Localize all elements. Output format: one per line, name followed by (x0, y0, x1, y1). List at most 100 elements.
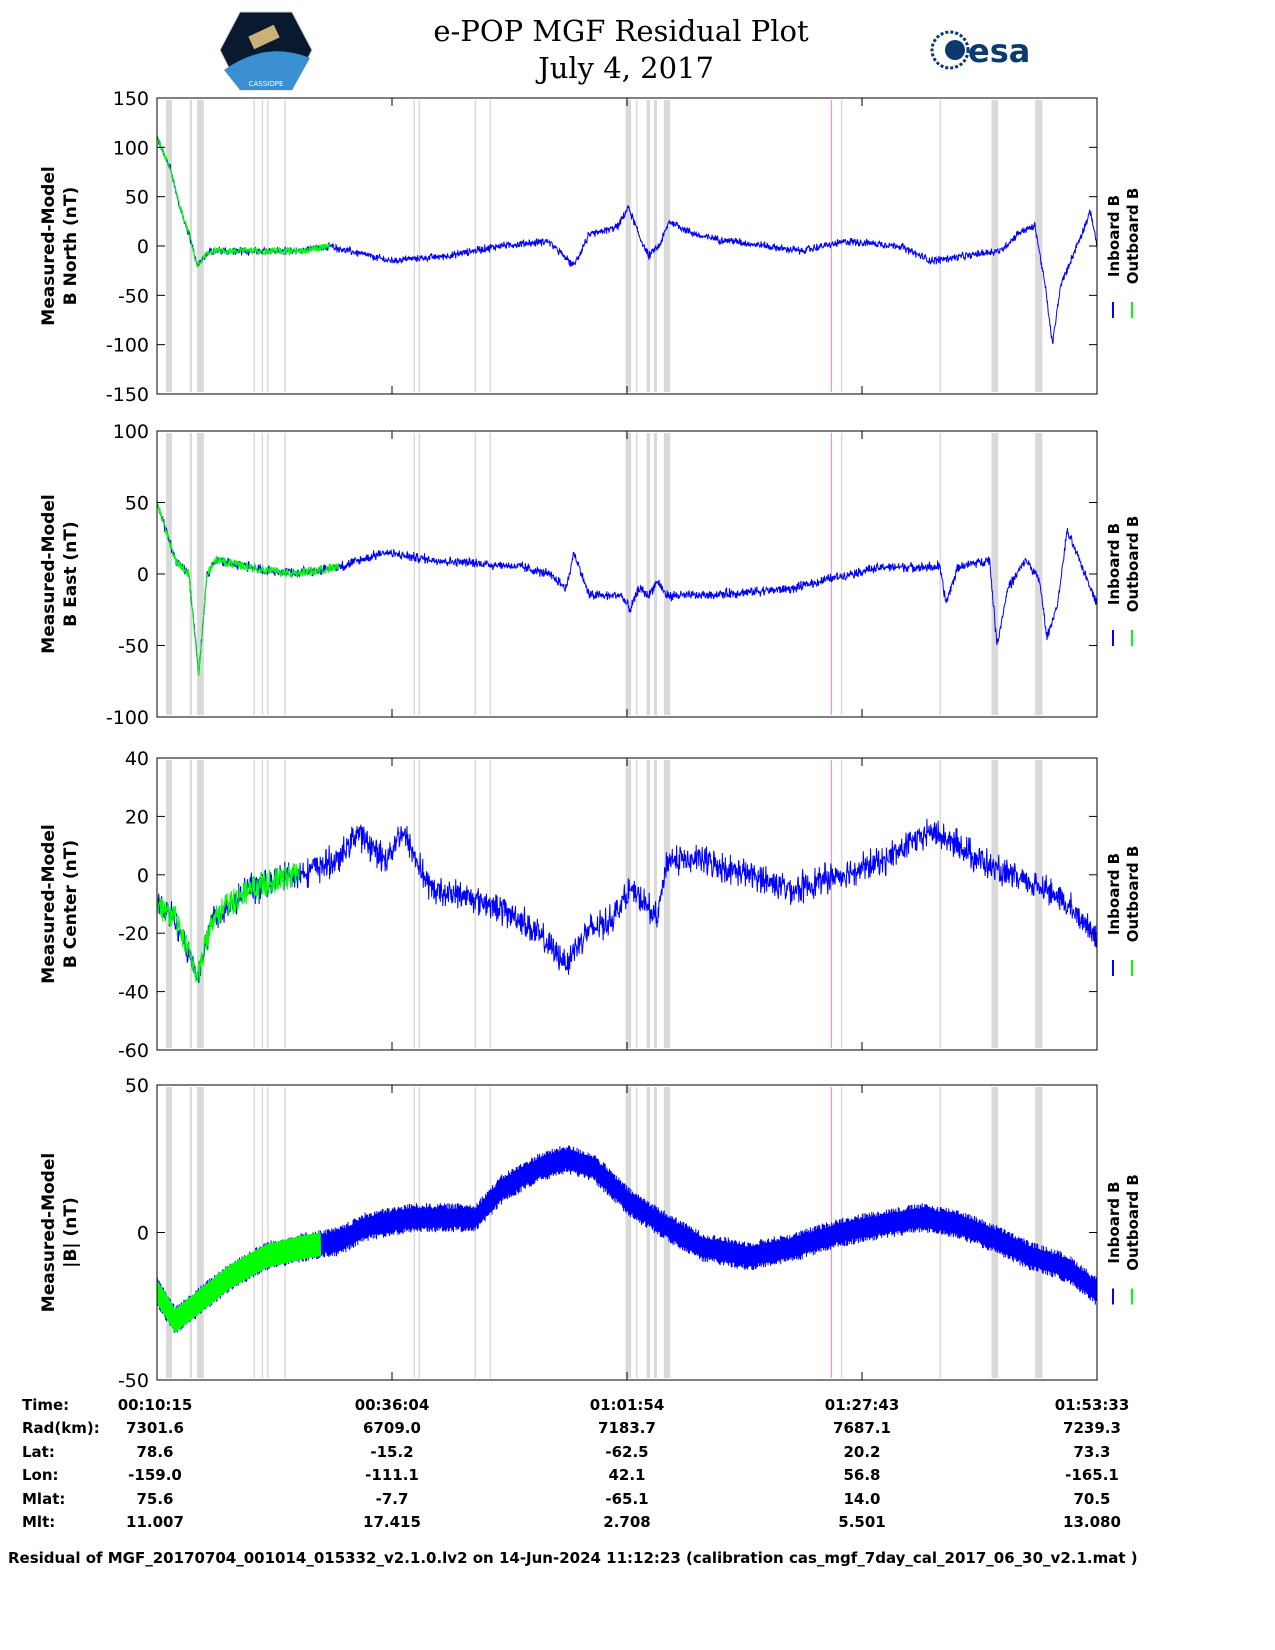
outboard-series (156, 136, 330, 268)
y-axis-label: |B| (nT) (61, 1197, 81, 1268)
data-gap-band (261, 1087, 264, 1378)
data-gap-band (166, 760, 173, 1048)
data-gap-band (939, 1087, 942, 1378)
data-gap-band (1035, 760, 1043, 1048)
table-cell: 17.415 (363, 1513, 421, 1531)
data-gap-band (489, 433, 492, 715)
y-axis-label: Measured-Model (39, 824, 59, 983)
table-cell: -7.7 (376, 1490, 409, 1508)
data-gap-band (840, 100, 843, 392)
data-gap-band (636, 100, 638, 392)
data-gap-band (197, 1087, 204, 1378)
figure-date: July 4, 2017 (535, 51, 714, 85)
table-cell: -165.1 (1065, 1466, 1119, 1484)
panel-3: 40 20 0 -20 -40 -60 Measured-Model B Center (nT… (39, 748, 1142, 1062)
x-tick-label: 01:53:33 (1055, 1396, 1130, 1414)
table-row-label: Mlt: (22, 1513, 55, 1531)
data-gap-band (197, 100, 204, 392)
y-axis-label: Measured-Model (39, 1153, 59, 1312)
panel-1: 150 100 50 0 -50 -100 -150 Measured-Model B Nort… (39, 88, 1142, 406)
data-gap-band (261, 100, 264, 392)
table-cell: 78.6 (136, 1443, 173, 1461)
y-tick-label: 20 (125, 806, 149, 828)
y-tick-label: 40 (125, 748, 149, 770)
table-cell: 14.0 (843, 1490, 880, 1508)
data-gap-band (653, 1087, 658, 1378)
table-cell: 7239.3 (1063, 1419, 1121, 1437)
data-gap-band (253, 433, 255, 715)
data-gap-band (646, 100, 651, 392)
panel-4: 50 0 -50 Measured-Model |B| (nT) Inboard B Out… (39, 1075, 1142, 1392)
outboard-series (156, 1232, 322, 1333)
data-gap-band (267, 100, 269, 392)
data-gap-band (284, 760, 286, 1048)
x-tick-label: 00:10:15 (118, 1396, 193, 1414)
data-gap-band (413, 760, 416, 1048)
legend-outboard-label: Outboard B (1124, 1174, 1142, 1271)
table-cell: -111.1 (365, 1466, 419, 1484)
data-gap-band (991, 100, 999, 392)
data-gap-band (636, 760, 638, 1048)
data-gap-band (267, 760, 269, 1048)
data-gap-band (474, 433, 477, 715)
legend: Inboard B Outboard B (1105, 846, 1142, 976)
legend-inboard-label: Inboard B (1105, 1181, 1123, 1263)
data-gap-band (1035, 1087, 1043, 1378)
table-cell: 7183.7 (598, 1419, 656, 1437)
y-tick-label: -50 (118, 636, 149, 658)
data-gap-band (284, 100, 286, 392)
data-gap-band (625, 760, 632, 1048)
table-cell: 20.2 (843, 1443, 880, 1461)
table-cell: -62.5 (605, 1443, 648, 1461)
table-row-label: Lat: (22, 1443, 55, 1461)
table-cell: -159.0 (128, 1466, 182, 1484)
table-cell: 13.080 (1063, 1513, 1121, 1531)
data-gap-band (840, 760, 843, 1048)
svg-text:esa: esa (968, 32, 1030, 70)
data-gap-band (418, 760, 421, 1048)
table-cell: 6709.0 (363, 1419, 421, 1437)
data-gap-band (267, 433, 269, 715)
legend-outboard-label: Outboard B (1124, 846, 1142, 943)
x-tick-label: 00:36:04 (355, 1396, 430, 1414)
data-gap-band (663, 433, 671, 715)
data-gap-band (474, 1087, 477, 1378)
legend-outboard-label: Outboard B (1124, 516, 1142, 613)
outboard-series (156, 500, 340, 676)
data-gap-band (253, 760, 255, 1048)
table-cell: 75.6 (136, 1490, 173, 1508)
y-tick-label: 0 (137, 1223, 149, 1245)
x-tick-label: 01:01:54 (590, 1396, 665, 1414)
y-axis-label: B East (nT) (61, 521, 81, 626)
table-row-label: Mlat: (22, 1490, 65, 1508)
data-gap-band (189, 760, 193, 1048)
data-gap-band (166, 1087, 173, 1378)
table-cell: 56.8 (843, 1466, 880, 1484)
outboard-series (156, 863, 301, 983)
y-tick-label: -100 (106, 335, 149, 357)
data-gap-band (189, 433, 193, 715)
table-cell: -65.1 (605, 1490, 648, 1508)
data-gap-band (413, 100, 416, 392)
data-gap-band (646, 1087, 651, 1378)
data-gap-band (663, 100, 671, 392)
legend-inboard-label: Inboard B (1105, 523, 1123, 605)
data-gap-band (625, 1087, 632, 1378)
table-cell: 73.3 (1073, 1443, 1110, 1461)
y-tick-label: 150 (113, 88, 149, 110)
y-tick-label: -60 (118, 1040, 149, 1062)
y-axis-label: B Center (nT) (61, 840, 81, 968)
data-gap-band (840, 433, 843, 715)
data-gap-band (418, 433, 421, 715)
data-gap-band (413, 1087, 416, 1378)
data-gap-band (663, 760, 671, 1048)
data-gap-band (489, 1087, 492, 1378)
esa-logo: esa (930, 30, 1030, 70)
y-tick-label: 100 (113, 421, 149, 443)
data-gap-band (636, 433, 638, 715)
x-tick-label: 01:27:43 (825, 1396, 900, 1414)
data-gap-band (939, 760, 942, 1048)
table-cell: 70.5 (1073, 1490, 1110, 1508)
figure-title: e-POP MGF Residual Plot (433, 14, 809, 48)
